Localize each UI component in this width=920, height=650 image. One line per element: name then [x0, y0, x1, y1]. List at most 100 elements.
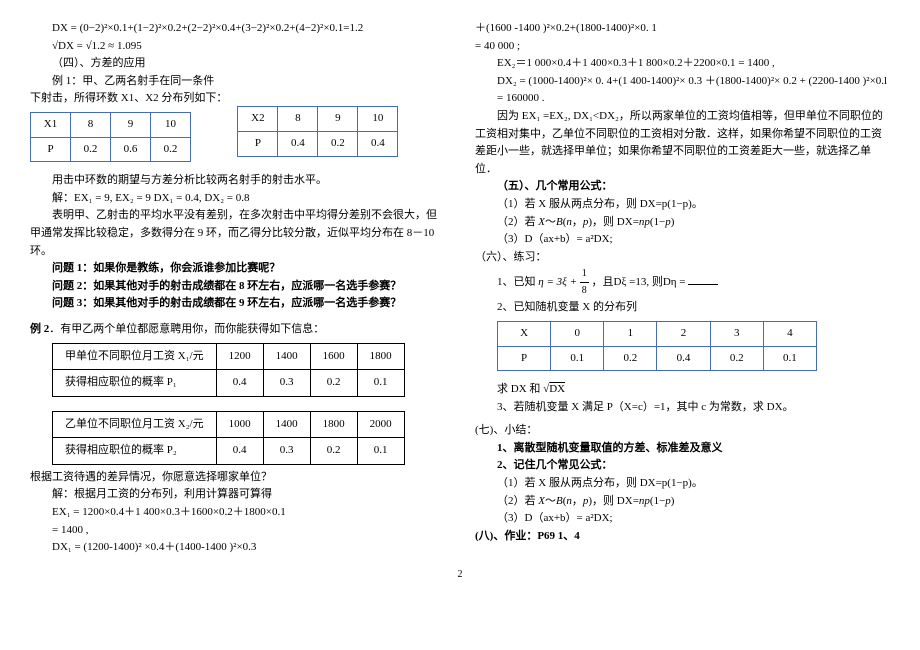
section-8-title: (八)、作业：P69 1、4 [475, 528, 890, 546]
ex2-calc: EX₂＝1 000×0.4＋1 400×0.3＋1 800×0.2＋2200×0… [475, 55, 890, 73]
table-cell: 1400 [263, 411, 310, 438]
practice-1c: ，且Dξ =13, 则Dη = [592, 276, 689, 288]
table-cell: 0.2 [310, 438, 357, 465]
formula-3: （3）D（ax+b）= a²DX; [475, 231, 890, 249]
right-column: ＋(1600 -1400 )²×0.2+(1800-1400)²×0. 1 = … [475, 20, 890, 557]
formula-5: （2）若 X～B(n，p)，则 DX=np(1−p) [475, 493, 890, 511]
table-cell: 1000 [216, 411, 263, 438]
table-cell: 0.4 [216, 370, 263, 397]
table-cell: 0.4 [657, 346, 710, 371]
solution-label: 解：根据月工资的分布列，利用计算器可算得 [30, 486, 445, 504]
table-jia: 甲单位不同职位月工资 X₁/元 1200 1400 1600 1800 获得相应… [52, 343, 405, 397]
page-number: 2 [30, 567, 890, 583]
example-2-label: 例 2 [30, 323, 49, 335]
example-1-subtitle-wrap: 下射击，所得环数 X1、X2 分布列如下： X1 8 9 10 P 0.2 0.… [30, 90, 227, 166]
table-cell: 9 [111, 112, 151, 137]
question-3: 问题 3：如果其他对手的射击成绩都在 9 环左右，应派哪一名选手参赛？ [30, 295, 445, 313]
table-cell: 0.2 [151, 137, 191, 162]
table-cell: 0.4 [216, 438, 263, 465]
formula-6: （3）D（ax+b）= a²DX; [475, 510, 890, 528]
table-cell: 1200 [216, 343, 263, 370]
table-cell: 3 [710, 321, 763, 346]
table-cell: 1600 [310, 343, 357, 370]
summary-1: 1、离散型随机变量取值的方差、标准差及意义 [475, 440, 890, 458]
table-cell: 0.2 [310, 370, 357, 397]
table-cell: 1800 [310, 411, 357, 438]
table-cell: 0.6 [111, 137, 151, 162]
summary-2: 2、记住几个常见公式： [475, 457, 890, 475]
table-x2: X2 8 9 10 P 0.4 0.2 0.4 [237, 106, 398, 156]
table-cell: 0.1 [551, 346, 604, 371]
table-cell: 9 [318, 107, 358, 132]
table-x-dist-wrap: X 0 1 2 3 4 P 0.1 0.2 0.4 0.2 0.1 [475, 321, 890, 371]
table-cell: 8 [278, 107, 318, 132]
conclusion: 因为 EX₁ =EX₂, DX₁<DX₂，所以两家单位的工资均值相等，但甲单位不… [475, 108, 890, 178]
dx1-result: = 40 000 ; [475, 38, 890, 56]
example-2-title: 例 2．有甲乙两个单位都愿意聘用你，而你能获得如下信息： [30, 321, 445, 339]
question-2: 问题 2：如果其他对手的射击成绩都在 8 环左右，应派哪一名选手参赛？ [30, 278, 445, 296]
section-6-title: （六）、练习： [475, 249, 890, 267]
table-cell: X2 [238, 107, 278, 132]
example-1-tables-row: 下射击，所得环数 X1、X2 分布列如下： X1 8 9 10 P 0.2 0.… [30, 90, 445, 166]
left-column: DX = (0−2)²×0.1+(1−2)²×0.2+(2−2)²×0.4+(3… [30, 20, 445, 557]
table-x1: X1 8 9 10 P 0.2 0.6 0.2 [30, 112, 191, 162]
formula-4: （1）若 X 服从两点分布，则 DX=p(1−p)。 [475, 475, 890, 493]
section-7-title: (七)、小结： [475, 422, 890, 440]
equation-sqrt-dx: √DX = √1.2 ≈ 1.095 [30, 38, 445, 56]
table-cell: 0.2 [71, 137, 111, 162]
table-cell: 0.4 [358, 131, 398, 156]
table-cell: 0.3 [263, 370, 310, 397]
table-cell: 2000 [357, 411, 404, 438]
table-cell: 0.4 [278, 131, 318, 156]
table-cell: 2 [657, 321, 710, 346]
table-cell: P [31, 137, 71, 162]
table-cell: P [238, 131, 278, 156]
table-cell: P [498, 346, 551, 371]
example-2-text: 有甲乙两个单位都愿意聘用你，而你能获得如下信息： [60, 323, 324, 335]
ex1-calc: EX₁ = 1200×0.4＋1 400×0.3＋1600×0.2＋1800×0… [30, 504, 445, 522]
formula-1: （1）若 X 服从两点分布，则 DX=p(1−p)。 [475, 196, 890, 214]
practice-1b: η = 3ξ + [538, 276, 580, 288]
table-cell: 0.3 [263, 438, 310, 465]
table-cell: 4 [763, 321, 816, 346]
table-cell: 0.2 [710, 346, 763, 371]
ex1-result: = 1400 , [30, 522, 445, 540]
table-cell: 10 [151, 112, 191, 137]
example-1-subtitle: 下射击，所得环数 X1、X2 分布列如下： [30, 90, 227, 108]
dx2-calc: DX₂ = (1000-1400)²× 0. 4+(1 400-1400)²× … [475, 73, 890, 91]
formula-2: （2）若 X～B(n，p)，则 DX=np(1−p) [475, 214, 890, 232]
table-cell: 0.1 [357, 438, 404, 465]
solution-values: 解：EX₁ = 9, EX₂ = 9 DX₁ = 0.4, DX₂ = 0.8 [30, 190, 445, 208]
table-cell: 获得相应职位的概率 P₂ [53, 438, 217, 465]
question-1: 问题 1：如果你是教练，你会派谁参加比赛呢？ [30, 260, 445, 278]
table-cell: X1 [31, 112, 71, 137]
analysis-text-1: 用击中环数的期望与方差分析比较两名射手的射击水平。 [30, 172, 445, 190]
table-jia-wrap: 甲单位不同职位月工资 X₁/元 1200 1400 1600 1800 获得相应… [30, 343, 445, 397]
table-yi: 乙单位不同职位月工资 X₂/元 1000 1400 1800 2000 获得相应… [52, 411, 405, 465]
table-cell: 甲单位不同职位月工资 X₁/元 [53, 343, 217, 370]
equation-dx: DX = (0−2)²×0.1+(1−2)²×0.2+(2−2)²×0.4+(3… [30, 20, 445, 38]
dx2-result: = 160000 . [475, 90, 890, 108]
table-cell: 获得相应职位的概率 P₁ [53, 370, 217, 397]
table-cell: 8 [71, 112, 111, 137]
section-5-title: （五）、几个常用公式： [475, 178, 890, 196]
question-choice: 根据工资待遇的差异情况，你愿意选择哪家单位？ [30, 469, 445, 487]
table-cell: 10 [358, 107, 398, 132]
practice-1: 1、已知 η = 3ξ + 18 ，且Dξ =13, 则Dη = [475, 266, 890, 299]
dx1-calc: DX₁ = (1200-1400)² ×0.4＋(1400-1400 )²×0.… [30, 539, 445, 557]
practice-1a: 1、已知 [497, 276, 536, 288]
table-cell: 0.1 [763, 346, 816, 371]
table-yi-wrap: 乙单位不同职位月工资 X₂/元 1000 1400 1800 2000 获得相应… [30, 411, 445, 465]
table-cell: 乙单位不同职位月工资 X₂/元 [53, 411, 217, 438]
table-x-dist: X 0 1 2 3 4 P 0.1 0.2 0.4 0.2 0.1 [497, 321, 817, 371]
analysis-text-2: 表明甲、乙射击的平均水平没有差别，在多次射击中平均得分差别不会很大，但甲通常发挥… [30, 207, 445, 260]
table-cell: X [498, 321, 551, 346]
table-cell: 1 [604, 321, 657, 346]
section-4-title: （四）、方差的应用 [30, 55, 445, 73]
practice-2-ask: 求 DX 和 √DX [475, 381, 890, 399]
practice-2: 2、已知随机变量 X 的分布列 [475, 299, 890, 317]
table-cell: 0.2 [604, 346, 657, 371]
dx1-cont: ＋(1600 -1400 )²×0.2+(1800-1400)²×0. 1 [475, 20, 890, 38]
practice-3: 3、若随机变量 X 满足 P（X=c）=1，其中 c 为常数，求 DX。 [475, 399, 890, 417]
table-cell: 1400 [263, 343, 310, 370]
